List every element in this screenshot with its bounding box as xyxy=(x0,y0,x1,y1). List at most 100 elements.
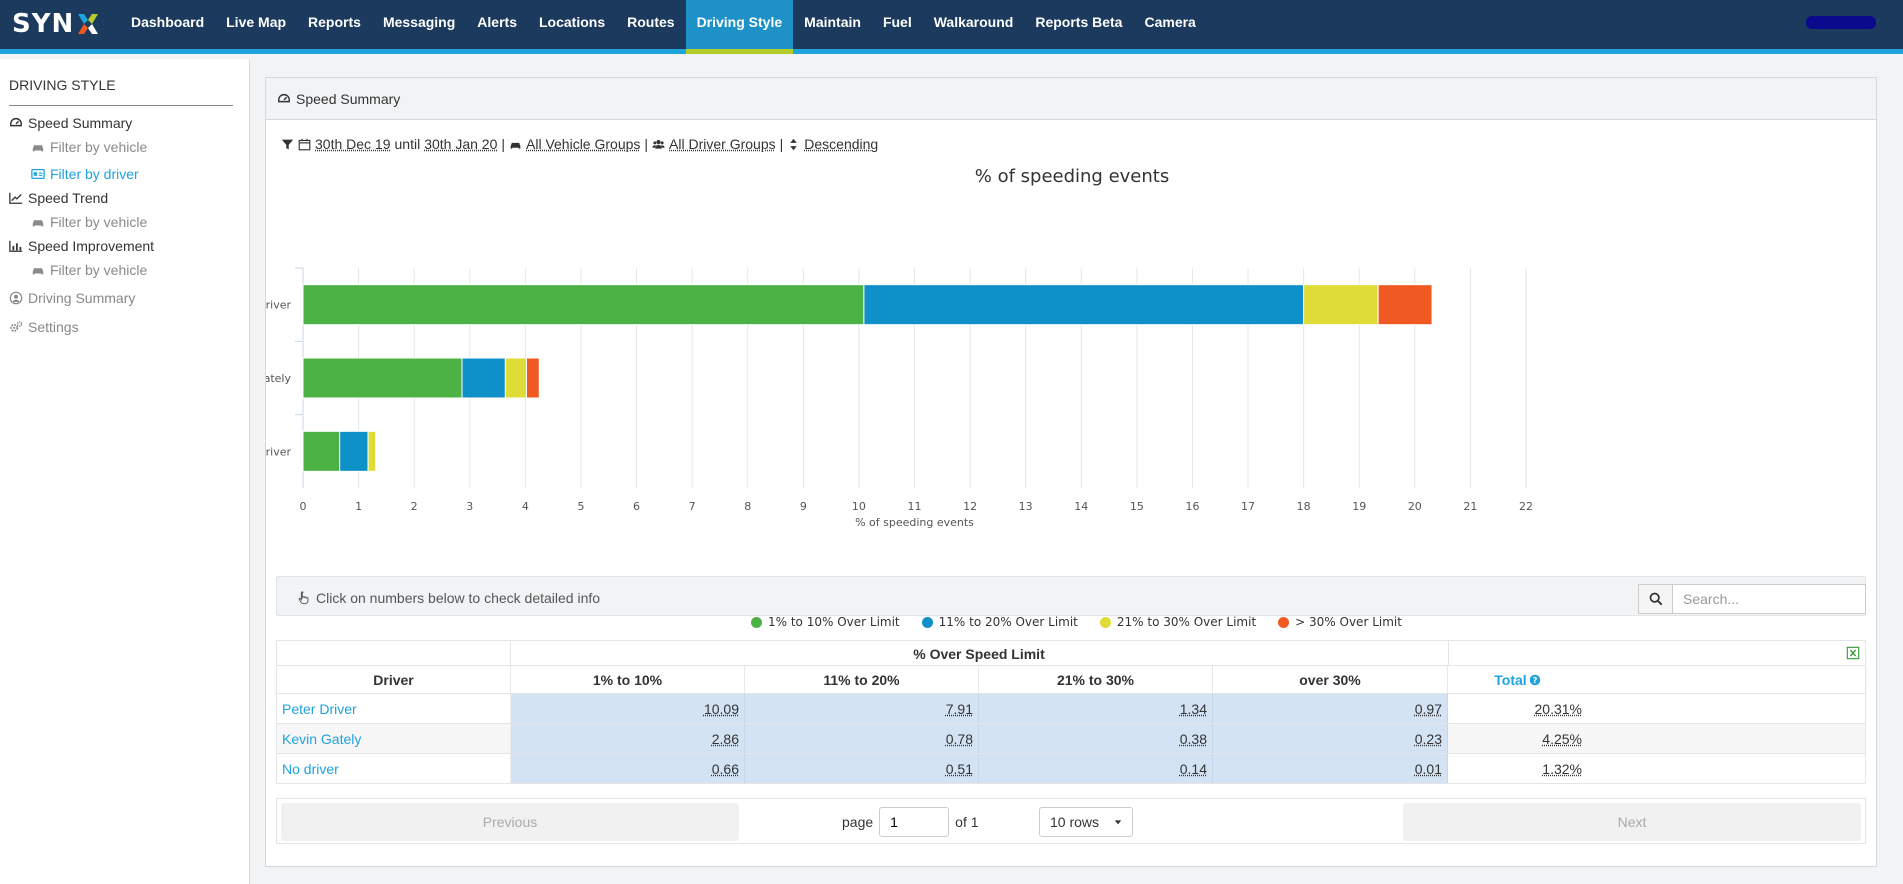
driver-link[interactable]: Peter Driver xyxy=(282,700,357,717)
x-tick-label: 8 xyxy=(744,500,751,513)
col-header-driver[interactable]: Driver xyxy=(277,666,511,693)
next-page-button[interactable]: Next xyxy=(1403,803,1861,841)
driver-cell[interactable]: No driver xyxy=(277,754,511,783)
value-11-20[interactable]: 0.78 xyxy=(945,730,973,747)
date-from-filter[interactable]: 30th Dec 19 xyxy=(315,136,391,152)
x-axis-title: % of speeding events xyxy=(855,516,974,529)
value-11-20[interactable]: 0.51 xyxy=(945,760,973,777)
nav-driving-style[interactable]: Driving Style xyxy=(685,0,794,54)
col-header-11-20[interactable]: 11% to 20% xyxy=(745,666,979,693)
driver-link[interactable]: Kevin Gately xyxy=(282,730,362,747)
bar-segment xyxy=(461,357,506,399)
x-tick-label: 17 xyxy=(1241,500,1255,513)
value-cell: 0.78 xyxy=(745,724,979,753)
value-cell: 10.09 xyxy=(511,694,745,723)
sidebar-item-speed-summary-vehicle[interactable]: Filter by vehicle xyxy=(31,139,147,155)
x-tick-label: 9 xyxy=(800,500,807,513)
col-header-1-10[interactable]: 1% to 10% xyxy=(511,666,745,693)
rows-per-page-select[interactable]: 10 rows xyxy=(1039,807,1133,837)
value-11-20[interactable]: 7.91 xyxy=(945,700,973,717)
sidebar-item-speed-summary[interactable]: Speed Summary xyxy=(9,115,132,131)
value-1-10[interactable]: 2.86 xyxy=(711,730,739,747)
table-group-header: % Over Speed Limit xyxy=(276,640,1866,666)
sidebar-item-speed-trend-vehicle[interactable]: Filter by vehicle xyxy=(31,214,147,230)
search-input[interactable] xyxy=(1672,584,1866,614)
nav-live-map[interactable]: Live Map xyxy=(226,14,287,30)
value-21-30[interactable]: 0.14 xyxy=(1179,760,1207,777)
value-over-30[interactable]: 0.97 xyxy=(1414,700,1442,717)
sidebar-item-speed-improvement-vehicle[interactable]: Filter by vehicle xyxy=(31,262,147,278)
sidebar-item-driving-summary[interactable]: Driving Summary xyxy=(9,290,135,306)
legend-item-1-10[interactable]: 1% to 10% Over Limit xyxy=(751,615,900,629)
previous-page-button[interactable]: Previous xyxy=(281,803,739,841)
pagination: Previous page of 1 10 rows Next xyxy=(276,798,1866,844)
nav-fuel[interactable]: Fuel xyxy=(882,14,912,30)
sidebar-item-settings[interactable]: Settings xyxy=(9,319,79,335)
value-total[interactable]: 1.32% xyxy=(1542,760,1582,777)
dashboard-gauge-icon xyxy=(278,93,290,103)
sidebar-item-speed-improvement[interactable]: Speed Improvement xyxy=(9,238,154,254)
legend-item-21-30[interactable]: 21% to 30% Over Limit xyxy=(1099,615,1256,629)
panel-header: Speed Summary xyxy=(266,78,1876,120)
main-nav: Dashboard Live Map Reports Messaging Ale… xyxy=(120,0,1207,54)
nav-walkaround[interactable]: Walkaround xyxy=(933,14,1014,30)
top-navbar: SYN Dashboard Live Map Reports Messaging… xyxy=(0,0,1903,54)
nav-messaging[interactable]: Messaging xyxy=(382,14,456,30)
driver-cell[interactable]: Peter Driver xyxy=(277,694,511,723)
nav-routes[interactable]: Routes xyxy=(627,14,675,30)
panel-title: Speed Summary xyxy=(277,91,400,107)
help-icon[interactable]: ? xyxy=(1529,674,1541,686)
x-tick-label: 16 xyxy=(1185,500,1199,513)
bar-segment xyxy=(302,284,865,326)
synx-logo[interactable]: SYN xyxy=(12,8,101,40)
pointer-hand-icon xyxy=(298,591,309,605)
x-tick-label: 22 xyxy=(1519,500,1533,513)
driver-cell[interactable]: Kevin Gately xyxy=(277,724,511,753)
value-total[interactable]: 4.25% xyxy=(1542,730,1582,747)
date-to-filter[interactable]: 30th Jan 20 xyxy=(424,136,498,152)
legend-dot-icon xyxy=(1278,616,1290,628)
nav-alerts[interactable]: Alerts xyxy=(477,14,517,30)
legend-item-over-30[interactable]: > 30% Over Limit xyxy=(1278,615,1402,629)
nav-reports-beta[interactable]: Reports Beta xyxy=(1035,14,1123,30)
driver-link[interactable]: No driver xyxy=(282,760,339,777)
nav-dashboard[interactable]: Dashboard xyxy=(131,14,205,30)
bar-segment xyxy=(302,357,463,399)
value-21-30[interactable]: 1.34 xyxy=(1179,700,1207,717)
excel-export-icon[interactable] xyxy=(1846,646,1860,660)
car-icon xyxy=(32,268,44,275)
table-row: Peter Driver 10.09 7.91 1.34 0.97 20.31% xyxy=(276,694,1866,724)
bar-segment xyxy=(302,430,341,472)
sidebar-item-label: Settings xyxy=(28,319,79,335)
sidebar-item-speed-trend[interactable]: Speed Trend xyxy=(9,190,108,206)
rows-per-page-value: 10 rows xyxy=(1050,814,1100,830)
vehicle-groups-filter[interactable]: All Vehicle Groups xyxy=(526,136,641,152)
speed-summary-table: % Over Speed Limit Driver 1% to 10% 11% … xyxy=(276,640,1866,784)
nav-maintain[interactable]: Maintain xyxy=(804,14,861,30)
legend-dot-icon xyxy=(921,616,933,628)
users-icon xyxy=(652,139,665,149)
nav-camera[interactable]: Camera xyxy=(1144,14,1196,30)
col-header-total[interactable]: Total ? xyxy=(1448,666,1587,693)
table-row: No driver 0.66 0.51 0.14 0.01 1.32% xyxy=(276,754,1866,784)
value-21-30[interactable]: 0.38 xyxy=(1179,730,1207,747)
search-button[interactable] xyxy=(1638,584,1672,614)
nav-locations[interactable]: Locations xyxy=(538,14,606,30)
value-over-30[interactable]: 0.01 xyxy=(1414,760,1442,777)
value-over-30[interactable]: 0.23 xyxy=(1414,730,1442,747)
driver-groups-filter[interactable]: All Driver Groups xyxy=(669,136,776,152)
sort-order-filter[interactable]: Descending xyxy=(804,136,879,152)
x-tick-label: 18 xyxy=(1297,500,1311,513)
nav-reports[interactable]: Reports xyxy=(308,14,361,30)
value-1-10[interactable]: 0.66 xyxy=(711,760,739,777)
car-icon xyxy=(510,142,521,149)
value-total[interactable]: 20.31% xyxy=(1534,700,1582,717)
col-header-over-30[interactable]: over 30% xyxy=(1213,666,1448,693)
col-header-21-30[interactable]: 21% to 30% xyxy=(979,666,1213,693)
page-number-input[interactable] xyxy=(879,807,950,837)
user-menu-redacted[interactable] xyxy=(1806,16,1876,29)
dashboard-gauge-icon xyxy=(10,117,22,127)
value-1-10[interactable]: 10.09 xyxy=(703,700,739,717)
sidebar-item-speed-summary-driver[interactable]: Filter by driver xyxy=(31,166,139,182)
legend-item-11-20[interactable]: 11% to 20% Over Limit xyxy=(921,615,1078,629)
